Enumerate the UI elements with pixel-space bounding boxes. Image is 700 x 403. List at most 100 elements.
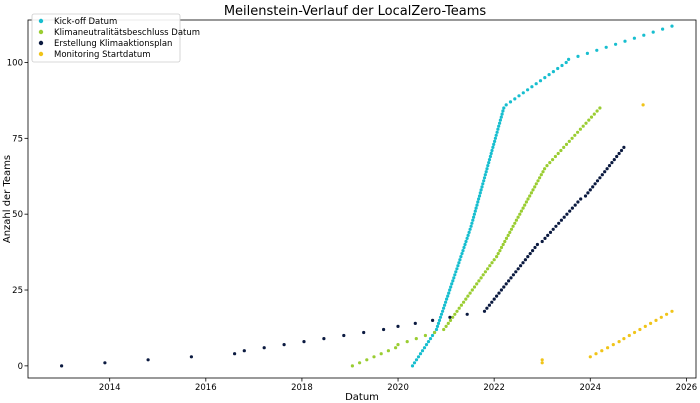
data-point (463, 242, 467, 247)
data-point (476, 200, 480, 204)
data-point (464, 239, 468, 244)
data-point (492, 297, 496, 301)
data-point (534, 182, 538, 186)
data-point (587, 118, 591, 122)
data-point (487, 158, 492, 162)
data-point (386, 349, 390, 353)
y-tick-label: 50 (12, 210, 23, 220)
data-point (453, 312, 457, 316)
data-point (486, 267, 490, 271)
data-point (611, 343, 615, 347)
data-point (543, 76, 547, 80)
data-point (547, 73, 551, 77)
data-point (649, 321, 653, 325)
data-point (592, 112, 596, 116)
data-point (533, 185, 537, 189)
data-point (434, 327, 439, 332)
data-point (538, 176, 542, 180)
data-point (643, 324, 647, 328)
data-point (583, 194, 588, 198)
data-point (103, 361, 107, 365)
data-point (457, 261, 461, 265)
data-point (475, 282, 479, 286)
x-tick-label: 2022 (483, 383, 505, 393)
data-point (459, 255, 463, 259)
data-point (447, 291, 451, 295)
data-point (519, 264, 523, 268)
data-point (588, 188, 592, 192)
data-point (504, 282, 508, 286)
data-point (489, 151, 493, 156)
data-point (443, 303, 447, 307)
data-point (612, 158, 616, 162)
legend-marker-klimaaktionsplan (38, 40, 44, 46)
data-point (556, 151, 560, 156)
data-point (438, 315, 443, 319)
data-point (570, 136, 574, 140)
data-point (490, 148, 494, 153)
data-point (511, 273, 515, 277)
data-point (462, 300, 466, 304)
data-point (465, 312, 469, 316)
data-point (576, 200, 580, 204)
data-point (564, 60, 568, 65)
data-point (670, 24, 674, 28)
data-point (551, 158, 555, 162)
y-tick-label: 25 (12, 286, 23, 296)
plot-area (27, 19, 697, 379)
data-point (511, 224, 515, 228)
data-point (450, 282, 454, 286)
data-point (540, 358, 544, 362)
data-point (504, 236, 509, 240)
data-point (448, 288, 452, 292)
data-point (619, 148, 624, 153)
data-point (560, 63, 564, 68)
data-point (565, 212, 569, 216)
data-point (453, 273, 457, 277)
data-point (551, 227, 555, 231)
data-point (622, 145, 626, 149)
data-point (477, 194, 482, 198)
data-point (534, 82, 538, 86)
data-point (474, 206, 478, 210)
data-point (594, 352, 598, 356)
data-point (396, 343, 400, 347)
data-point (568, 209, 572, 213)
data-point (585, 51, 590, 56)
data-point (556, 66, 560, 71)
data-point (533, 245, 537, 250)
data-point (449, 285, 453, 289)
data-point (502, 285, 506, 289)
data-point (513, 221, 517, 225)
data-point (485, 306, 489, 310)
data-points (60, 24, 674, 368)
data-point (442, 327, 446, 332)
data-point (617, 151, 621, 156)
data-point (446, 294, 450, 298)
data-point (472, 285, 477, 289)
data-point (617, 340, 621, 344)
data-point (410, 364, 415, 368)
data-point (448, 318, 453, 322)
data-point (564, 142, 569, 146)
data-point (441, 309, 445, 313)
data-point (526, 255, 530, 259)
data-point (465, 236, 469, 240)
data-point (422, 346, 427, 350)
data-point (559, 148, 563, 153)
data-point (495, 130, 499, 134)
data-point (497, 124, 501, 128)
data-point (659, 315, 663, 319)
data-point (523, 258, 528, 262)
x-axis-label: Datum (345, 392, 379, 403)
data-point (488, 154, 492, 159)
data-point (477, 279, 481, 283)
data-point (416, 355, 421, 359)
data-point (521, 261, 525, 265)
data-point (593, 182, 597, 186)
data-point (483, 270, 487, 274)
data-point (615, 154, 619, 159)
data-point (567, 139, 571, 143)
data-point (614, 42, 618, 46)
data-point (528, 252, 532, 256)
